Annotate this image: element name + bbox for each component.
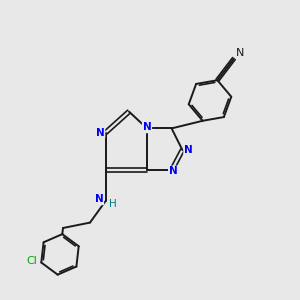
Text: H: H [109, 199, 117, 209]
Text: N: N [142, 122, 152, 133]
Text: N: N [94, 194, 103, 205]
Text: N: N [169, 166, 178, 176]
Text: N: N [96, 128, 105, 138]
Text: Cl: Cl [27, 256, 38, 266]
Text: N: N [184, 145, 193, 155]
Text: N: N [236, 48, 245, 58]
